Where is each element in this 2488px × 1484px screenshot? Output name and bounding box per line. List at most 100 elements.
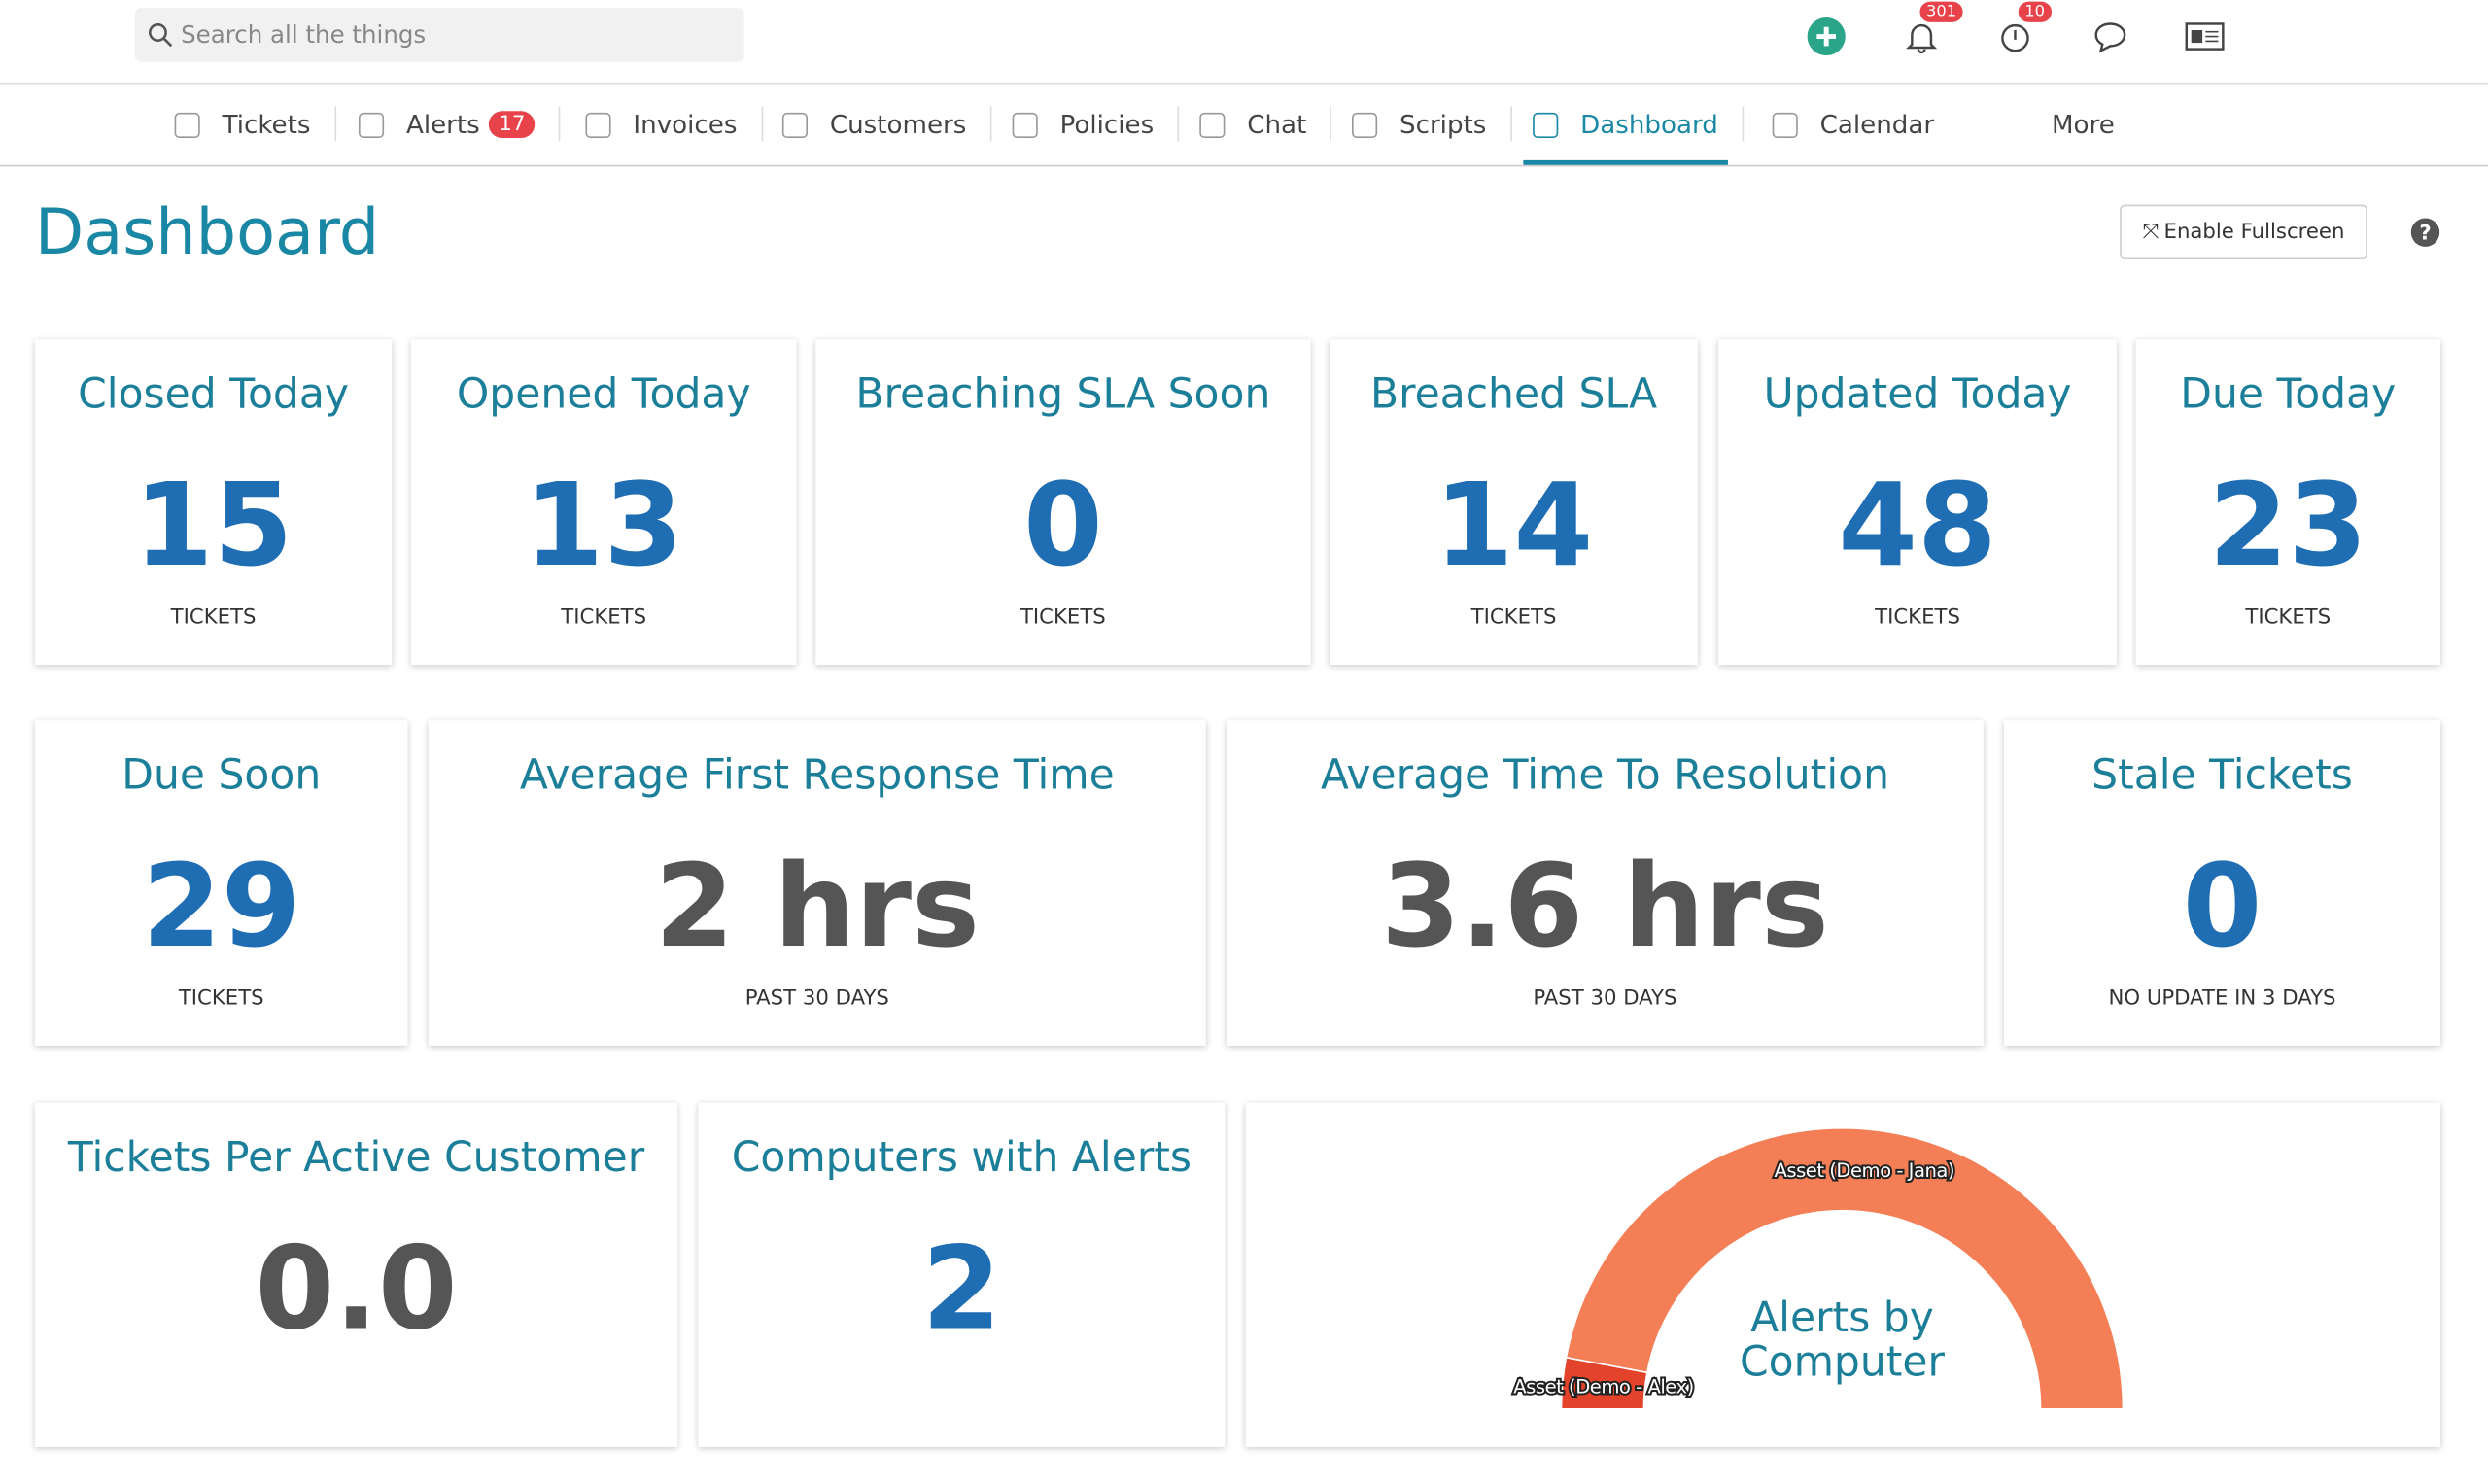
nav-icon [174, 112, 200, 138]
nav-item[interactable]: Scripts [1352, 106, 1512, 142]
card-value: 48 [1838, 458, 1997, 592]
search-placeholder: Search all the things [181, 20, 427, 50]
card-title: Computers with Alerts [731, 1134, 1192, 1183]
metric-card: Due Today 23 TICKETS [2135, 339, 2441, 666]
nav-divider [558, 106, 561, 142]
nav-item[interactable]: Dashboard [1523, 106, 1744, 165]
metric-card: Computers with Alerts 2 [698, 1102, 1226, 1447]
metric-card: Tickets Per Active Customer 0.0 [34, 1102, 678, 1447]
active-underline [1523, 159, 1728, 165]
chart-card: Asset (Demo - Alex) Asset (Demo - Jana) A… [1245, 1102, 2441, 1447]
nav-label: Customers [829, 109, 967, 140]
card-unit: PAST 30 DAYS [744, 986, 889, 1011]
card-unit: TICKETS [561, 605, 647, 631]
card-title: Due Today [2180, 371, 2397, 420]
slice-label: Asset (Demo - Jana) [1774, 1159, 1954, 1182]
fullscreen-label: Enable Fullscreen [2163, 220, 2345, 244]
card-title: Due Soon [121, 751, 322, 800]
nav-item[interactable]: Policies [1012, 106, 1180, 142]
notifications-icon[interactable] [1904, 19, 1939, 54]
card-value: 23 [2208, 458, 2368, 592]
search-box[interactable]: Search all the things [134, 8, 744, 62]
nav-label: Calendar [1819, 109, 1935, 140]
card-value: 3.6 hrs [1381, 839, 1829, 973]
card-title: Average Time To Resolution [1320, 751, 1890, 800]
nav-label: Tickets [222, 109, 311, 140]
metric-card: Updated Today 48 TICKETS [1718, 339, 2117, 666]
card-value: 13 [524, 458, 684, 592]
card-unit: TICKETS [2245, 605, 2332, 631]
card-value: 14 [1434, 458, 1594, 592]
nav-item[interactable]: Customers [781, 106, 992, 142]
nav-bar: Tickets Alerts 17 Invoices Customers Policies… [0, 85, 2488, 167]
card-value: 0 [2182, 839, 2263, 973]
card-value: 0 [1022, 458, 1103, 592]
card-unit: PAST 30 DAYS [1533, 986, 1677, 1011]
metric-card: Opened Today 13 TICKETS [410, 339, 797, 666]
nav-label: Policies [1059, 109, 1155, 140]
svg-text:?: ? [2419, 222, 2431, 246]
metric-card: Average First Response Time 2 hrs PAST 30 … [428, 720, 1206, 1046]
metric-card: Average Time To Resolution 3.6 hrs PAST 30… [1227, 720, 1984, 1046]
card-value: 15 [133, 458, 294, 592]
nav-icon [781, 112, 809, 138]
help-icon[interactable]: ? [2410, 218, 2440, 248]
timers-badge: 10 [2018, 1, 2052, 22]
nav-item[interactable]: Chat [1199, 106, 1332, 142]
search-icon [148, 22, 173, 48]
news-icon[interactable] [2185, 20, 2226, 52]
notifications-badge: 301 [1919, 1, 1963, 22]
nav-icon [1352, 112, 1378, 138]
card-value: 29 [141, 839, 301, 973]
nav-item[interactable]: Invoices [585, 106, 763, 142]
card-value: 2 [921, 1222, 1002, 1356]
card-title: Tickets Per Active Customer [67, 1134, 645, 1183]
chat-icon[interactable] [2091, 19, 2129, 54]
nav-divider [1509, 106, 1512, 142]
add-button[interactable] [1806, 16, 1847, 56]
nav-label: Invoices [633, 109, 738, 140]
card-title: Stale Tickets [2091, 751, 2353, 800]
top-bar: Search all the things 301 10 [0, 0, 2488, 85]
nav-label: Scripts [1399, 109, 1487, 140]
nav-divider [760, 106, 763, 142]
nav-icon [1772, 112, 1798, 138]
card-unit: TICKETS [1875, 605, 1960, 631]
nav-item[interactable]: Alerts 17 [358, 106, 561, 142]
metric-card: Breached SLA 14 TICKETS [1330, 339, 1698, 666]
card-title: Updated Today [1763, 371, 2072, 420]
card-title: Breached SLA [1369, 371, 1658, 420]
nav-icon [585, 112, 611, 138]
nav-icon [1199, 112, 1226, 138]
nav-item[interactable]: Tickets [174, 106, 336, 142]
nav-label: Dashboard [1580, 109, 1718, 140]
card-unit: TICKETS [178, 986, 264, 1011]
card-unit: TICKETS [170, 605, 257, 631]
card-value: 0.0 [255, 1222, 458, 1356]
fullscreen-button[interactable]: ⤧ Enable Fullscreen [2120, 204, 2367, 259]
card-title: Average First Response Time [519, 751, 1115, 800]
card-unit: NO UPDATE IN 3 DAYS [2108, 986, 2336, 1011]
nav-icon [358, 112, 385, 138]
nav-item[interactable]: Calendar [1772, 109, 1935, 140]
metric-card: Due Soon 29 TICKETS [34, 720, 408, 1046]
card-value: 2 hrs [654, 839, 980, 973]
nav-divider [1330, 106, 1332, 142]
nav-divider [333, 106, 336, 142]
metric-card: Breaching SLA Soon 0 TICKETS [815, 339, 1311, 666]
slice-label: Asset (Demo - Alex) [1513, 1376, 1694, 1398]
pie-chart: Asset (Demo - Alex) Asset (Demo - Jana) [1511, 1127, 2125, 1410]
timer-icon[interactable] [1998, 19, 2033, 54]
metric-card: Stale Tickets 0 NO UPDATE IN 3 DAYS [2004, 720, 2441, 1046]
metric-card: Closed Today 15 TICKETS [34, 339, 393, 666]
page-title: Dashboard [34, 196, 380, 270]
nav-icon [1533, 112, 1559, 138]
nav-icon [1012, 112, 1038, 138]
chart-title: Alerts by Computer [1739, 1294, 1946, 1387]
nav-divider [1742, 106, 1744, 142]
pie-slice [1565, 1127, 2125, 1410]
nav-item[interactable]: More [2052, 110, 2115, 140]
card-title: Breaching SLA Soon [855, 371, 1271, 420]
